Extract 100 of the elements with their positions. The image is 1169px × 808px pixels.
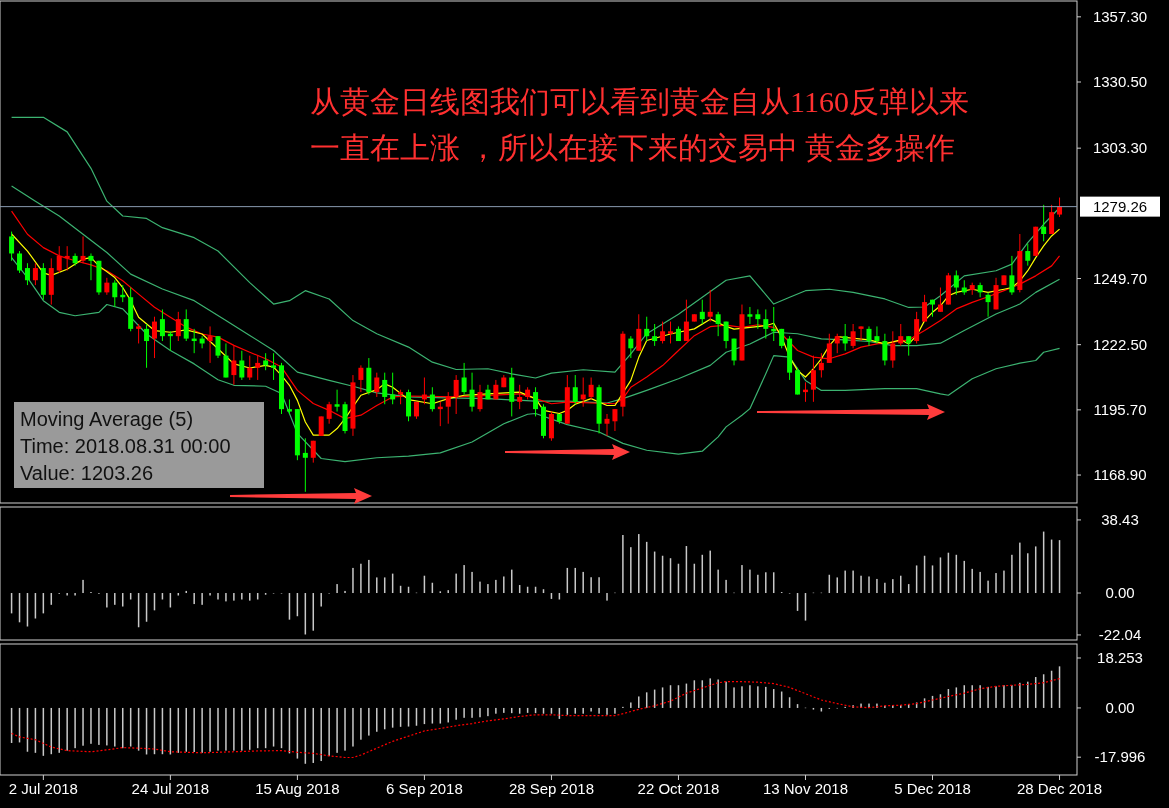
candlestick bbox=[890, 330, 896, 369]
candlestick bbox=[723, 321, 729, 349]
candlestick bbox=[644, 316, 650, 342]
candlestick bbox=[683, 299, 689, 342]
candlestick bbox=[17, 250, 23, 274]
y-tick-label: 1168.90 bbox=[1093, 466, 1147, 484]
candlestick bbox=[302, 437, 308, 493]
candlestick bbox=[636, 313, 642, 352]
candlestick bbox=[374, 372, 380, 398]
y-tick-label: -22.04 bbox=[1098, 625, 1142, 643]
candlestick bbox=[922, 294, 928, 323]
candlestick bbox=[874, 325, 880, 344]
x-tick-label: 13 Nov 2018 bbox=[762, 780, 849, 797]
annotation: Value: 1203.26 bbox=[20, 462, 154, 484]
candlestick bbox=[660, 321, 666, 344]
y-tick-label: 1330.50 bbox=[1092, 73, 1148, 91]
candlestick bbox=[1049, 204, 1055, 235]
x-tick-label: 15 Aug 2018 bbox=[255, 780, 340, 797]
x-tick-label: 22 Oct 2018 bbox=[637, 780, 720, 797]
y-tick-label: 1222.50 bbox=[1092, 335, 1148, 353]
candlestick bbox=[136, 323, 142, 344]
annotation: Moving Average (5) bbox=[20, 408, 194, 430]
candlestick bbox=[104, 277, 110, 296]
annotation: Time: 2018.08.31 00:00 bbox=[20, 435, 231, 457]
candlestick bbox=[763, 308, 769, 340]
annotation: 一直在上涨 ，所以在接下来的交易中 黄金多操作 bbox=[310, 131, 955, 164]
candlestick bbox=[247, 355, 253, 381]
candlestick bbox=[88, 252, 94, 281]
candlestick bbox=[612, 408, 618, 432]
candlestick bbox=[977, 282, 983, 298]
candlestick bbox=[461, 362, 467, 396]
candlestick bbox=[882, 333, 888, 366]
candlestick bbox=[914, 311, 920, 344]
candlestick bbox=[937, 287, 943, 313]
y-tick-label: 18.253 bbox=[1097, 648, 1143, 666]
candlestick bbox=[747, 306, 753, 325]
candlestick bbox=[255, 355, 261, 381]
candlestick bbox=[898, 323, 904, 347]
candlestick bbox=[533, 386, 539, 417]
candlestick bbox=[453, 374, 459, 415]
candlestick bbox=[207, 325, 213, 364]
candlestick bbox=[604, 413, 610, 437]
candlestick bbox=[469, 372, 475, 413]
candlestick bbox=[818, 352, 824, 379]
line-series bbox=[10, 257, 1061, 463]
candlestick bbox=[906, 335, 912, 357]
candlestick bbox=[668, 321, 674, 344]
candlestick bbox=[382, 372, 388, 405]
candlestick bbox=[151, 316, 157, 359]
candlestick bbox=[715, 311, 721, 337]
candlestick bbox=[1009, 255, 1015, 296]
annotation: 从黄金日线图我们可以看到黄金自从1160反弹以来 bbox=[310, 85, 969, 118]
candlestick bbox=[231, 345, 237, 386]
candlestick bbox=[477, 384, 483, 413]
y-tick-label: 0.00 bbox=[1105, 698, 1135, 716]
candlestick bbox=[866, 325, 872, 347]
candlestick bbox=[24, 262, 30, 286]
y-tick-label: 1195.70 bbox=[1093, 400, 1147, 418]
y-tick-label: 1249.70 bbox=[1092, 269, 1148, 287]
candlestick bbox=[183, 308, 189, 342]
candlestick bbox=[32, 262, 38, 286]
x-tick-label: 2 Jul 2018 bbox=[8, 780, 78, 797]
candlestick bbox=[9, 231, 15, 262]
candlestick bbox=[1025, 243, 1031, 267]
candlestick bbox=[318, 415, 324, 437]
candlestick bbox=[707, 289, 713, 323]
candlestick bbox=[175, 311, 181, 342]
candlestick bbox=[755, 308, 761, 330]
x-tick-label: 5 Dec 2018 bbox=[894, 780, 971, 797]
y-tick-label: -17.996 bbox=[1094, 748, 1146, 766]
candlestick bbox=[223, 342, 229, 379]
candlestick bbox=[429, 386, 435, 413]
candlestick bbox=[239, 350, 245, 381]
ref-line-label: 1279.26 bbox=[1092, 197, 1148, 215]
x-tick-label: 6 Sep 2018 bbox=[386, 780, 463, 797]
x-tick-label: 28 Sep 2018 bbox=[508, 780, 594, 797]
candlestick bbox=[588, 377, 594, 400]
candlestick bbox=[517, 384, 523, 410]
candlestick bbox=[271, 352, 277, 381]
candlestick bbox=[985, 291, 991, 318]
x-tick-label: 28 Dec 2018 bbox=[1017, 780, 1103, 797]
candlestick bbox=[810, 355, 816, 403]
y-tick-label: 1357.30 bbox=[1092, 7, 1148, 25]
candlestick bbox=[731, 338, 737, 366]
candlestick bbox=[1041, 204, 1047, 242]
candlestick bbox=[72, 252, 78, 267]
candlestick bbox=[80, 235, 86, 264]
candlestick bbox=[850, 323, 856, 349]
candlestick bbox=[953, 270, 959, 296]
y-tick-label: 1303.30 bbox=[1092, 139, 1148, 157]
y-tick-label: 0.00 bbox=[1105, 584, 1135, 602]
candlestick bbox=[1057, 197, 1063, 218]
candlestick bbox=[842, 323, 848, 352]
candlestick bbox=[144, 323, 150, 369]
candlestick bbox=[334, 389, 340, 413]
candlestick bbox=[159, 308, 165, 342]
candlestick bbox=[652, 323, 658, 347]
candlestick bbox=[358, 364, 364, 393]
candlestick bbox=[112, 279, 118, 308]
candlestick bbox=[628, 335, 634, 359]
